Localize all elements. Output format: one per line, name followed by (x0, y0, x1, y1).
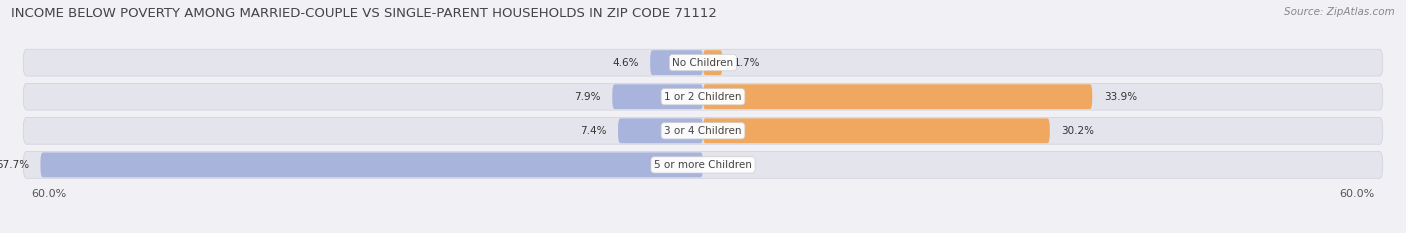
Text: No Children: No Children (672, 58, 734, 68)
Text: 57.7%: 57.7% (0, 160, 30, 170)
Text: 7.9%: 7.9% (574, 92, 600, 102)
Text: 3 or 4 Children: 3 or 4 Children (664, 126, 742, 136)
FancyBboxPatch shape (650, 50, 703, 75)
Text: 7.4%: 7.4% (581, 126, 606, 136)
Text: 1.7%: 1.7% (734, 58, 761, 68)
FancyBboxPatch shape (703, 84, 1092, 109)
Text: INCOME BELOW POVERTY AMONG MARRIED-COUPLE VS SINGLE-PARENT HOUSEHOLDS IN ZIP COD: INCOME BELOW POVERTY AMONG MARRIED-COUPL… (11, 7, 717, 20)
FancyBboxPatch shape (619, 118, 703, 143)
FancyBboxPatch shape (703, 118, 1050, 143)
FancyBboxPatch shape (24, 117, 1382, 144)
FancyBboxPatch shape (612, 84, 703, 109)
Text: 1 or 2 Children: 1 or 2 Children (664, 92, 742, 102)
Text: 60.0%: 60.0% (1340, 189, 1375, 199)
Text: 30.2%: 30.2% (1062, 126, 1094, 136)
Text: 0.0%: 0.0% (714, 160, 741, 170)
Text: 33.9%: 33.9% (1104, 92, 1137, 102)
FancyBboxPatch shape (41, 152, 703, 177)
Text: 5 or more Children: 5 or more Children (654, 160, 752, 170)
FancyBboxPatch shape (24, 83, 1382, 110)
FancyBboxPatch shape (24, 49, 1382, 76)
Text: Source: ZipAtlas.com: Source: ZipAtlas.com (1284, 7, 1395, 17)
FancyBboxPatch shape (24, 151, 1382, 178)
Text: 60.0%: 60.0% (31, 189, 66, 199)
FancyBboxPatch shape (703, 50, 723, 75)
Text: 4.6%: 4.6% (612, 58, 638, 68)
